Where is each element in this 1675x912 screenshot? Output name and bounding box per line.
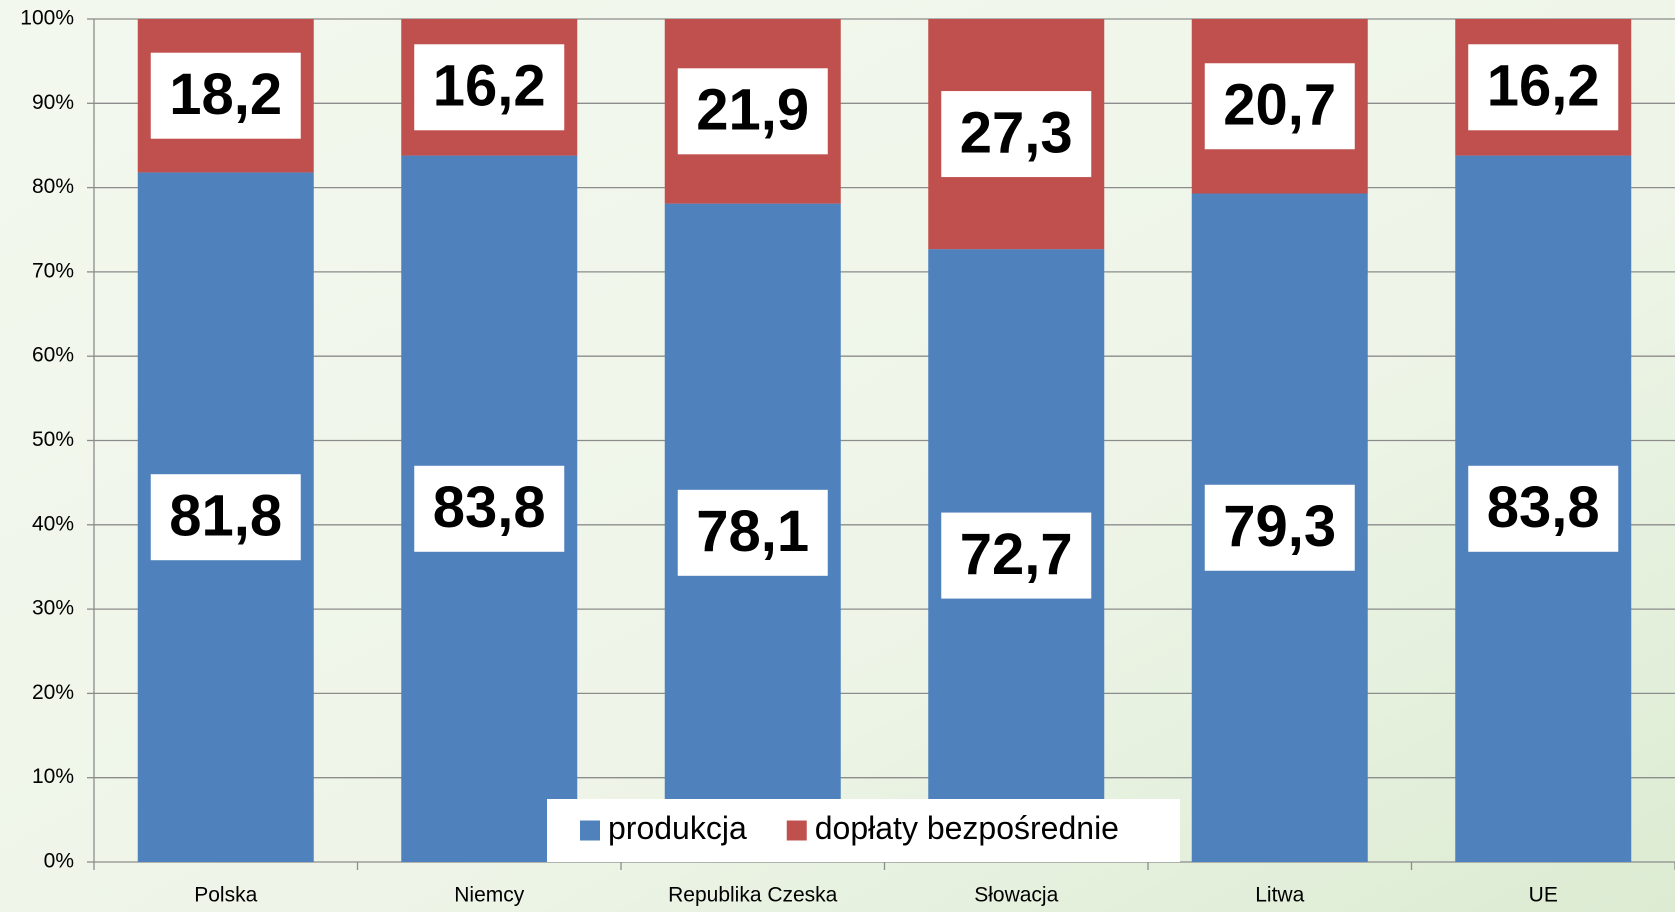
data-label: 16,2 [433,54,546,119]
x-tick-label: UE [1529,884,1558,907]
legend-swatch [580,820,600,841]
data-label: 79,3 [1223,494,1336,559]
y-tick-label: 0% [44,850,74,873]
data-label-box [1204,484,1355,571]
y-tick-label: 80% [32,175,74,198]
data-label: 27,3 [960,100,1073,165]
data-label-box [941,91,1092,178]
legend-swatch [786,820,807,841]
data-label: 81,8 [169,484,282,549]
y-tick-label: 10% [32,765,74,788]
data-label-box [414,44,565,131]
legend-box [547,799,1180,862]
y-tick-label: 50% [32,428,74,451]
data-label-box [150,474,301,561]
data-label-box [414,465,565,552]
data-label: 83,8 [1487,475,1600,540]
data-label: 83,8 [433,475,546,540]
data-label-box [1468,44,1619,131]
data-label-box [1204,63,1355,150]
y-tick-label: 60% [32,344,74,367]
y-tick-label: 40% [32,512,74,535]
data-label: 78,1 [696,499,809,564]
data-label-box [677,489,828,576]
x-tick-label: Słowacja [974,884,1058,907]
y-tick-label: 70% [32,259,74,282]
y-tick-label: 20% [32,681,74,704]
data-label-box [677,68,828,155]
data-label: 72,7 [960,522,1073,587]
data-label: 21,9 [696,78,809,143]
data-label: 16,2 [1487,54,1600,119]
y-tick-label: 30% [32,597,74,620]
x-tick-label: Litwa [1255,884,1304,907]
y-tick-label: 100% [20,7,74,30]
legend-label: produkcja [608,810,747,846]
data-label-box [150,52,301,139]
x-tick-label: Niemcy [454,884,525,907]
y-tick-label: 90% [32,91,74,114]
data-label-box [1468,465,1619,552]
data-label: 20,7 [1223,73,1336,138]
x-tick-label: Polska [194,884,257,907]
x-tick-label: Republika Czeska [668,884,838,907]
data-label: 18,2 [169,62,282,127]
data-label-box [941,512,1092,599]
legend-label: dopłaty bezpośrednie [815,810,1119,846]
